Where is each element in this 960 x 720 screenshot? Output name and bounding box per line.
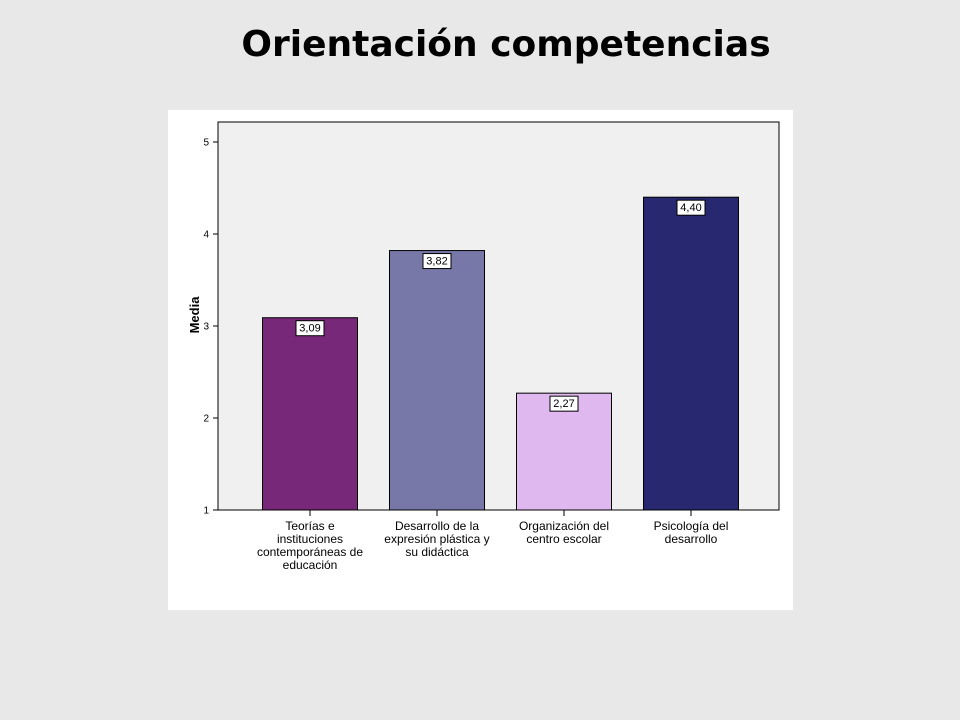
data-label: 3,82 [426, 256, 447, 268]
bar [643, 196, 739, 511]
data-label: 4,40 [680, 202, 701, 214]
data-label: 2,27 [553, 398, 574, 410]
x-tick-label-line: Organización del [519, 519, 609, 533]
x-tick-label: Desarrollo de la expresión plástica y su d… [384, 519, 489, 559]
bar [389, 250, 485, 511]
x-tick-label-line: Teorías e [285, 519, 335, 533]
chart-panel: 1 2 3 4 5 3,09 3,82 2,27 4,40 Teorías e instituc… [168, 110, 793, 610]
x-tick-label-line: Psicología del [654, 519, 729, 533]
data-label-box [549, 395, 579, 412]
x-tick-label: Teorías e instituciones contemporáneas de e… [257, 519, 363, 572]
x-tick-label-line: centro escolar [526, 532, 601, 546]
bars: 3,09 3,82 2,27 4,40 [262, 196, 739, 511]
x-tick-label-line: instituciones [277, 532, 343, 546]
data-label: 3,09 [299, 323, 320, 335]
y-axis: 1 2 3 4 5 [203, 138, 218, 517]
y-tick-label: 2 [203, 414, 209, 425]
y-tick-label: 4 [203, 230, 209, 241]
data-label-box [676, 199, 706, 216]
y-tick-label: 3 [203, 322, 209, 333]
y-tick-label: 1 [203, 506, 209, 517]
y-tick-label: 5 [203, 138, 209, 149]
x-tick-label: Organización del centro escolar [519, 519, 609, 546]
x-tick-label-line: expresión plástica y [384, 532, 489, 546]
x-tick-label-line: educación [283, 558, 338, 572]
chart-title: Orientación competencias [241, 24, 771, 65]
data-label-box [295, 320, 325, 337]
x-tick-label: Psicología del desarrollo [654, 519, 729, 546]
bar [262, 317, 358, 511]
y-axis-label: Media [187, 296, 202, 334]
x-axis: Teorías e instituciones contemporáneas de e… [257, 510, 728, 572]
x-tick-label-line: Desarrollo de la [395, 519, 479, 533]
bar [516, 392, 612, 511]
bar-chart: 1 2 3 4 5 3,09 3,82 2,27 4,40 Teorías e instituc… [187, 121, 780, 572]
data-label-box [422, 253, 452, 270]
x-tick-label-line: contemporáneas de [257, 545, 363, 559]
x-tick-label-line: su didáctica [405, 545, 469, 559]
x-tick-label-line: desarrollo [665, 532, 718, 546]
